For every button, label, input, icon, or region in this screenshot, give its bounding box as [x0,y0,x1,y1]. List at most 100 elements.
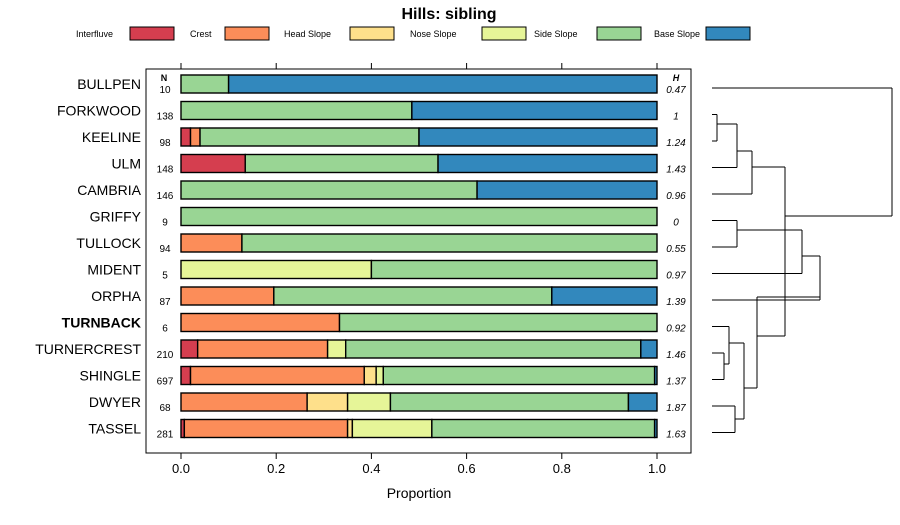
category-label: TURNBACK [62,315,141,331]
bar-segment [551,286,658,306]
n-count-label: 6 [162,324,168,335]
n-count-label: 146 [157,191,174,202]
h-column-header: H [673,73,680,83]
bar-segment [389,392,630,412]
x-tick-label: 0.4 [362,461,380,476]
bar-segment [180,365,192,386]
legend-swatch [481,26,527,41]
bar-segment [180,206,658,227]
bar-segment [199,127,420,147]
n-count-label: 148 [157,165,174,176]
legend: Interfluve Crest Head Slope Nose Slope Side … [76,26,751,41]
legend-swatch [224,26,270,41]
bar-segment [180,233,243,253]
legend-label: Crest [190,29,212,39]
bar-segment [244,153,439,174]
legend-label: Nose Slope [410,29,457,39]
x-axis-label: Proportion [387,485,452,501]
h-value-label: 1.63 [666,430,686,441]
h-value-label: 1 [673,112,679,123]
category-label: BULLPEN [77,76,141,92]
bar-segment [344,339,642,359]
x-axis: 0.0 0.2 0.4 0.6 0.8 1.0 [172,63,666,476]
h-value-label: 1.39 [666,297,686,308]
bar-segment [273,286,553,306]
bar-segment [180,392,308,412]
legend-swatch [349,26,395,41]
bar-segment [326,339,347,359]
x-tick-label: 0.0 [172,461,190,476]
category-label: TULLOCK [76,235,141,251]
bar-segment [180,259,373,280]
x-tick-label: 0.6 [458,461,476,476]
bar-segment [180,180,478,200]
bar-segment [189,365,365,386]
category-label: DWYER [89,394,141,410]
legend-label: Head Slope [284,29,331,39]
bar-segment [418,127,658,147]
category-label: ULM [111,156,141,172]
category-label: SHINGLE [80,368,141,384]
n-column-header: N [161,73,168,83]
x-tick-label: 1.0 [648,461,666,476]
h-value-label: 1.87 [666,403,686,414]
h-value-label: 0.92 [666,324,686,335]
bar-segment [306,392,349,412]
category-label: TASSEL [88,421,141,437]
x-tick-label: 0.8 [553,461,571,476]
h-value-label: 0.47 [666,85,686,96]
bar-segment [375,365,385,386]
bar-segment [370,259,658,280]
n-count-label: 9 [162,218,168,229]
h-value-label: 1.46 [666,350,686,361]
h-value-label: 0.97 [666,271,686,282]
legend-swatch [596,26,642,41]
x-tick-label: 0.2 [267,461,285,476]
bar-segment [189,127,201,147]
legend-swatch [129,26,175,41]
h-value-label: 1.43 [666,165,686,176]
category-label: FORKWOOD [57,103,141,119]
n-count-label: 281 [157,430,174,441]
bar-segment [411,100,658,121]
n-count-label: 697 [157,377,174,388]
labels-layer: BULLPEN 10 0.47 FORKWOOD 138 1 KEELINE 98 1.24 UL… [35,76,686,441]
category-label: CAMBRIA [77,182,141,198]
bar-segment [653,365,658,386]
bar-segment [346,418,354,439]
bars-layer [180,74,658,439]
legend-label: Side Slope [534,29,578,39]
category-label: TURNERCREST [35,341,141,357]
bar-segment [363,365,377,386]
bar-segment [351,418,433,439]
bar-segment [346,392,392,412]
h-value-label: 1.37 [666,377,686,388]
n-count-label: 94 [159,244,171,255]
bar-segment [180,312,341,333]
bar-segment [338,312,658,333]
bar-segment [180,339,199,359]
bar-segment [476,180,658,200]
category-label: GRIFFY [90,209,142,225]
bar-segment [180,100,413,121]
n-count-label: 210 [157,350,174,361]
bar-segment [180,286,275,306]
bar-segment [180,127,192,147]
n-count-label: 10 [159,85,171,96]
bar-segment [180,153,246,174]
category-label: ORPHA [91,288,141,304]
n-count-label: 87 [159,297,171,308]
plot-frame [145,68,692,454]
n-count-label: 98 [159,138,171,149]
bar-segment [227,74,658,94]
h-value-label: 0.96 [666,191,686,202]
bar-segment [640,339,658,359]
category-label: MIDENT [87,262,141,278]
dendrogram [712,87,893,433]
bar-segment [183,418,349,439]
legend-swatch [705,26,751,41]
bar-segment [431,418,656,439]
bar-segment [180,74,230,94]
